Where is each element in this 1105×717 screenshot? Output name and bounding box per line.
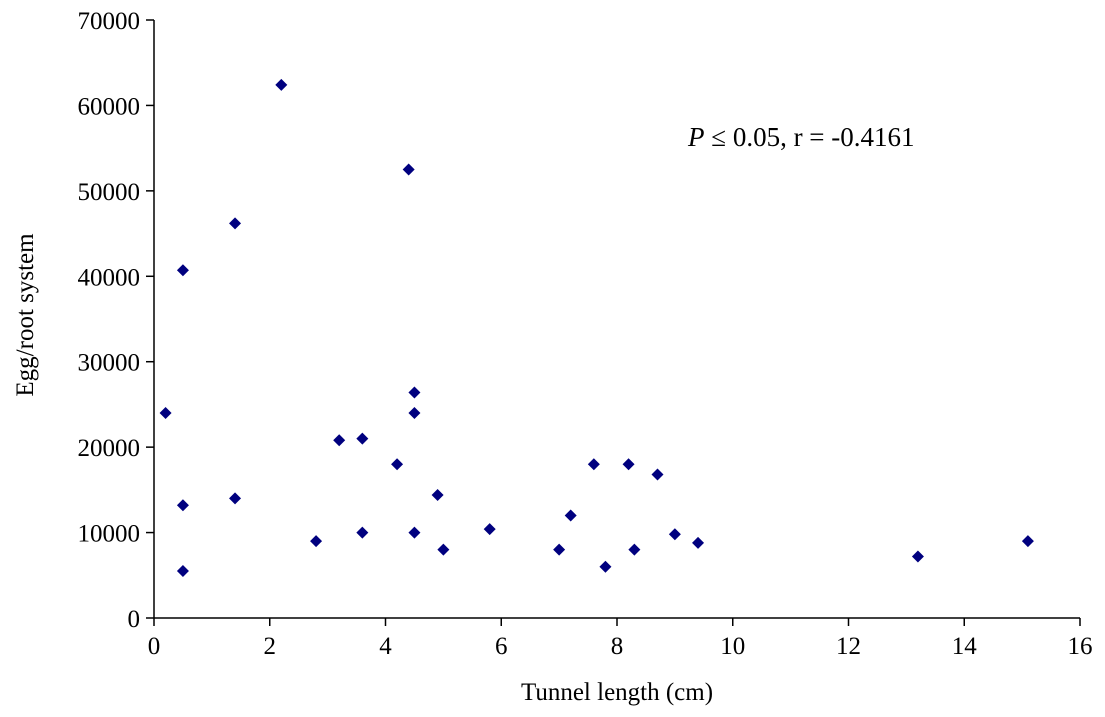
y-tick-label: 30000 xyxy=(78,350,141,377)
y-tick-label: 10000 xyxy=(78,521,141,548)
x-tick-label: 6 xyxy=(495,633,508,660)
data-point xyxy=(651,468,664,481)
data-point xyxy=(229,492,242,505)
annotation-p-symbol: P xyxy=(687,122,705,152)
x-tick-label: 16 xyxy=(1068,633,1093,660)
y-tick-label: 50000 xyxy=(78,179,141,206)
data-point xyxy=(159,406,172,419)
y-tick-label: 0 xyxy=(128,606,141,633)
data-point xyxy=(668,528,681,541)
data-point xyxy=(628,543,641,556)
x-tick-label: 2 xyxy=(264,633,277,660)
axes xyxy=(153,20,1080,619)
x-tick-label: 4 xyxy=(379,633,392,660)
data-point xyxy=(408,406,421,419)
data-point xyxy=(356,432,369,445)
x-tick-label: 10 xyxy=(720,633,745,660)
data-point xyxy=(564,509,577,522)
data-point xyxy=(1021,535,1034,548)
y-tick-label: 40000 xyxy=(78,264,141,291)
data-point xyxy=(176,264,189,277)
data-point xyxy=(911,550,924,563)
annotation-statistics: ≤ 0.05, r = -0.4161 xyxy=(705,122,915,152)
y-ticks: 0 10000 20000 30000 40000 50000 60000 70000 xyxy=(78,8,154,633)
data-point xyxy=(402,163,415,176)
data-point xyxy=(391,458,404,471)
x-tick-label: 8 xyxy=(611,633,624,660)
x-tick-label: 12 xyxy=(836,633,861,660)
data-point xyxy=(408,526,421,539)
data-points xyxy=(159,78,1034,578)
data-point xyxy=(176,499,189,512)
data-point xyxy=(356,526,369,539)
data-point xyxy=(431,488,444,501)
y-tick-label: 70000 xyxy=(78,8,141,35)
x-ticks: 0 2 4 6 8 10 12 14 16 xyxy=(148,618,1093,660)
data-point xyxy=(437,543,450,556)
data-point xyxy=(275,78,288,91)
x-axis-title: Tunnel length (cm) xyxy=(521,679,713,706)
data-point xyxy=(622,458,635,471)
data-point xyxy=(587,458,600,471)
correlation-annotation: P ≤ 0.05, r = -0.4161 xyxy=(687,122,915,152)
data-point xyxy=(333,434,346,447)
y-tick-label: 60000 xyxy=(78,93,141,120)
data-point xyxy=(483,523,496,536)
x-tick-label: 14 xyxy=(952,633,978,660)
x-tick-label: 0 xyxy=(148,633,161,660)
data-point xyxy=(553,543,566,556)
data-point xyxy=(310,535,323,548)
data-point xyxy=(229,217,242,230)
data-point xyxy=(599,560,612,573)
data-point xyxy=(692,536,705,549)
data-point xyxy=(408,386,421,399)
y-tick-label: 20000 xyxy=(78,435,141,462)
data-point xyxy=(176,565,189,578)
y-axis-title: Egg/root system xyxy=(12,233,39,397)
